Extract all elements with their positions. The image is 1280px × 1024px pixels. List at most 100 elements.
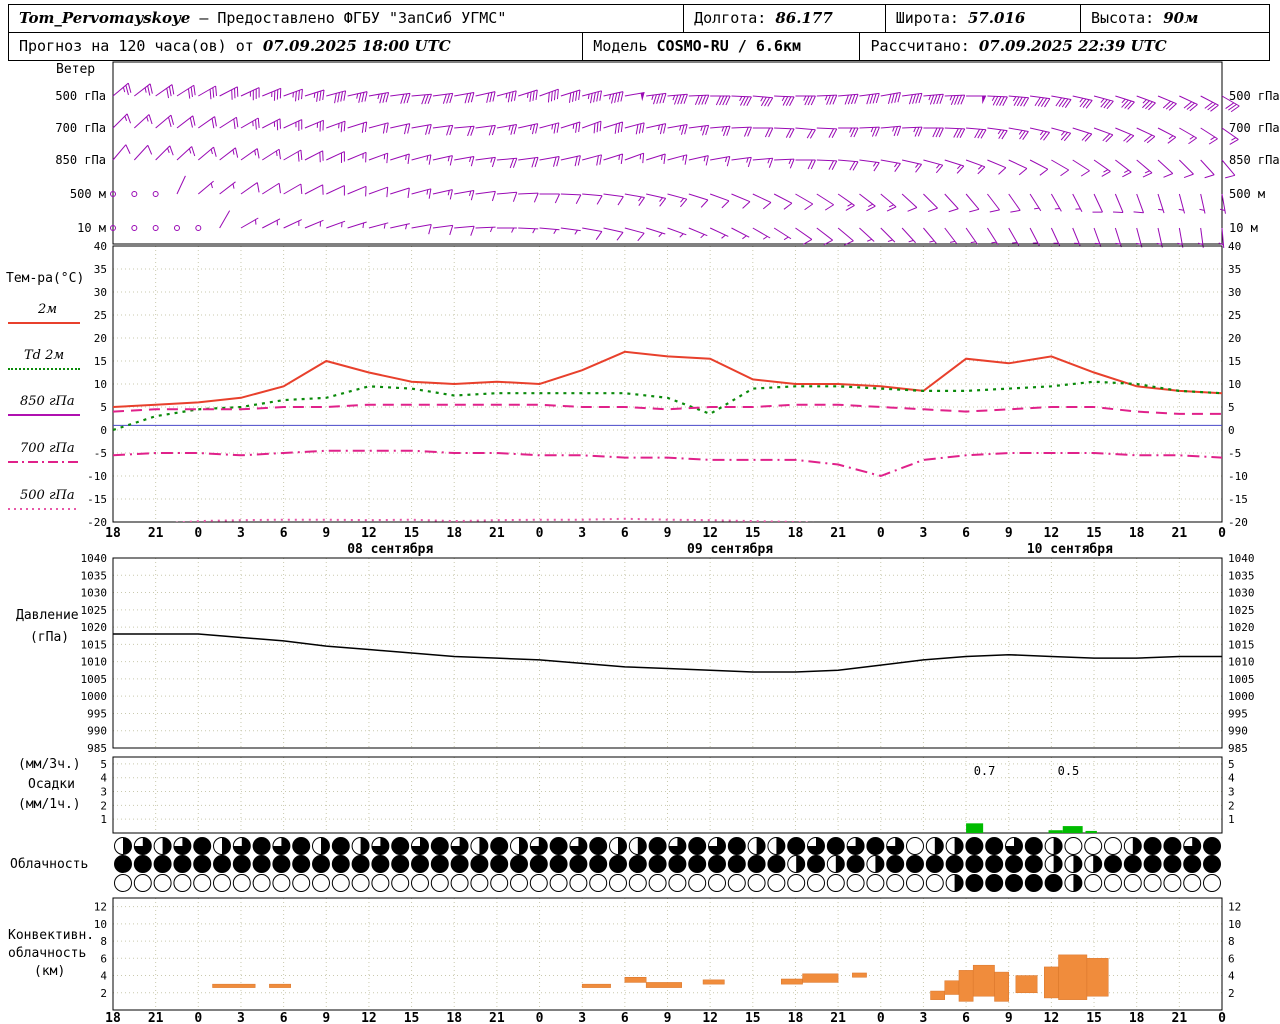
x-axis-labels: 18 21 0 3 6 9 12 15 18 21 0 3 6 9 12 15 18 21 0 3 6 9 12 15 18 21… [105,526,1226,557]
svg-text:3: 3 [237,1011,245,1024]
svg-text:6: 6 [962,526,970,541]
svg-text:1000: 1000 [1228,690,1255,703]
svg-text:18: 18 [788,1011,804,1024]
svg-text:10 м: 10 м [77,221,106,235]
precip-panel-label: Осадки [28,777,75,792]
svg-text:3: 3 [100,786,107,799]
legend-td2m-label: Td 2м [24,348,65,363]
svg-text:4: 4 [1228,970,1235,983]
svg-text:0: 0 [100,424,107,437]
precipitation-panel: 5 54 43 32 21 10.7 0.5 [100,756,1235,834]
convective-panel-label-2: облачность [8,946,87,961]
pressure-panel: 1040 1040 1035 1035 1030 1030 1025 1025 1020 1020… [81,552,1255,755]
svg-text:18: 18 [446,1011,462,1024]
svg-text:1010: 1010 [81,656,108,669]
legend-t700-line-sample [8,461,80,463]
svg-text:6: 6 [1228,952,1235,965]
svg-text:6: 6 [621,526,629,541]
svg-text:8: 8 [100,935,107,948]
model-value: COSMO-RU / 6.6км [656,37,802,55]
svg-text:1030: 1030 [1228,587,1255,600]
temperature-curves [113,350,1222,522]
svg-text:990: 990 [87,725,107,738]
svg-text:500 гПа: 500 гПа [1229,89,1280,103]
svg-text:-5: -5 [1228,447,1241,460]
svg-text:6: 6 [280,526,288,541]
svg-text:9: 9 [664,1011,672,1024]
longitude-cell: Долгота: 86.177 [683,5,885,32]
svg-text:12: 12 [1228,901,1241,914]
svg-text:3: 3 [1228,786,1235,799]
svg-text:12: 12 [94,901,107,914]
temperature-panel-label: Тем-ра(°C) [6,271,85,286]
svg-text:1025: 1025 [1228,604,1255,617]
legend-t500-label: 500 гПа [20,488,75,503]
svg-text:21: 21 [830,1011,846,1024]
svg-text:1: 1 [100,813,107,826]
pressure-unit-label: (гПа) [30,630,70,645]
svg-text:-15: -15 [87,493,107,506]
svg-text:-20: -20 [1228,516,1248,529]
svg-text:15: 15 [404,526,420,541]
calc-label: Рассчитано: [870,37,970,55]
svg-text:21: 21 [489,1011,505,1024]
svg-text:10: 10 [1228,918,1241,931]
svg-text:21: 21 [1172,526,1188,541]
svg-text:6: 6 [100,952,107,965]
svg-text:-10: -10 [1228,470,1248,483]
svg-text:1020: 1020 [1228,621,1255,634]
svg-text:9: 9 [322,526,330,541]
svg-text:0.5: 0.5 [1058,764,1080,778]
svg-text:1040: 1040 [1228,552,1255,565]
x-axis-labels-bottom: 18 21 0 3 6 9 12 15 18 21 0 3 6 9 12 15 18 21 0 3 6 9 12 15 18 21… [105,1011,1226,1024]
svg-text:10: 10 [94,378,107,391]
svg-text:2: 2 [1228,799,1235,812]
svg-text:9: 9 [322,1011,330,1024]
svg-text:15: 15 [94,355,107,368]
svg-text:1005: 1005 [1228,673,1255,686]
legend-t500-line-sample [8,508,80,510]
svg-text:20: 20 [1228,332,1241,345]
svg-text:6: 6 [962,1011,970,1024]
svg-text:0: 0 [1218,1011,1226,1024]
svg-text:850 гПа: 850 гПа [1229,153,1280,167]
svg-text:9: 9 [664,526,672,541]
wind-panel-label: Ветер [56,62,96,77]
svg-text:21: 21 [148,1011,164,1024]
svg-text:4: 4 [100,772,107,785]
longitude-label: Долгота: [694,9,767,27]
svg-text:0: 0 [1228,424,1235,437]
svg-text:18: 18 [105,526,121,541]
svg-text:5: 5 [1228,758,1235,771]
svg-text:3: 3 [578,526,586,541]
svg-text:1020: 1020 [81,621,108,634]
svg-text:5: 5 [1228,401,1235,414]
svg-text:25: 25 [94,309,107,322]
svg-text:700 гПа: 700 гПа [1229,121,1280,135]
latitude-label: Широта: [895,9,959,27]
latitude-cell: Широта: 57.016 [884,5,1080,32]
svg-text:1005: 1005 [81,673,108,686]
legend-t2m-line-sample [8,322,80,324]
svg-text:21: 21 [830,526,846,541]
svg-text:-15: -15 [1228,493,1248,506]
svg-text:1035: 1035 [1228,569,1255,582]
svg-text:6: 6 [280,1011,288,1024]
svg-text:12: 12 [1044,526,1060,541]
convective-unit-label: (км) [34,964,66,979]
svg-text:1030: 1030 [81,587,108,600]
svg-text:0: 0 [536,526,544,541]
svg-text:10: 10 [1228,378,1241,391]
svg-text:0: 0 [1218,526,1226,541]
svg-text:21: 21 [1172,1011,1188,1024]
svg-text:12: 12 [361,526,377,541]
svg-text:15: 15 [1086,1011,1102,1024]
longitude-value: 86.177 [775,9,833,27]
svg-text:8: 8 [1228,935,1235,948]
svg-text:700 гПа: 700 гПа [55,121,106,135]
svg-text:10: 10 [94,918,107,931]
model-label: Модель [593,37,648,55]
altitude-cell: Высота: 90м [1079,5,1269,32]
model-cell: Модель COSMO-RU / 6.6км [582,33,859,60]
